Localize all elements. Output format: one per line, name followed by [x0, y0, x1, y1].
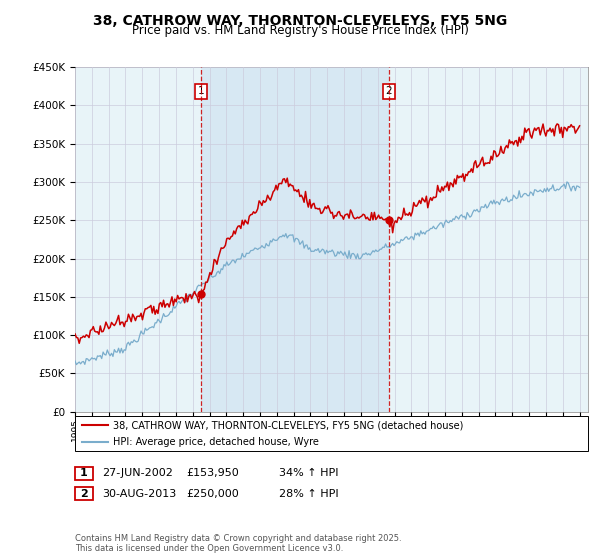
Text: Price paid vs. HM Land Registry's House Price Index (HPI): Price paid vs. HM Land Registry's House … — [131, 24, 469, 37]
Text: 27-JUN-2002: 27-JUN-2002 — [102, 468, 173, 478]
Text: 34% ↑ HPI: 34% ↑ HPI — [279, 468, 338, 478]
Text: Contains HM Land Registry data © Crown copyright and database right 2025.
This d: Contains HM Land Registry data © Crown c… — [75, 534, 401, 553]
Text: 2: 2 — [386, 86, 392, 96]
Text: HPI: Average price, detached house, Wyre: HPI: Average price, detached house, Wyre — [113, 437, 319, 447]
Text: 1: 1 — [197, 86, 204, 96]
Text: 30-AUG-2013: 30-AUG-2013 — [102, 489, 176, 499]
Text: 2: 2 — [80, 489, 88, 499]
Bar — [201, 67, 389, 412]
Text: £250,000: £250,000 — [186, 489, 239, 499]
Text: 28% ↑ HPI: 28% ↑ HPI — [279, 489, 338, 499]
Text: 38, CATHROW WAY, THORNTON-CLEVELEYS, FY5 5NG (detached house): 38, CATHROW WAY, THORNTON-CLEVELEYS, FY5… — [113, 421, 463, 431]
Text: 1: 1 — [80, 468, 88, 478]
Text: £153,950: £153,950 — [186, 468, 239, 478]
Text: 38, CATHROW WAY, THORNTON-CLEVELEYS, FY5 5NG: 38, CATHROW WAY, THORNTON-CLEVELEYS, FY5… — [93, 14, 507, 28]
